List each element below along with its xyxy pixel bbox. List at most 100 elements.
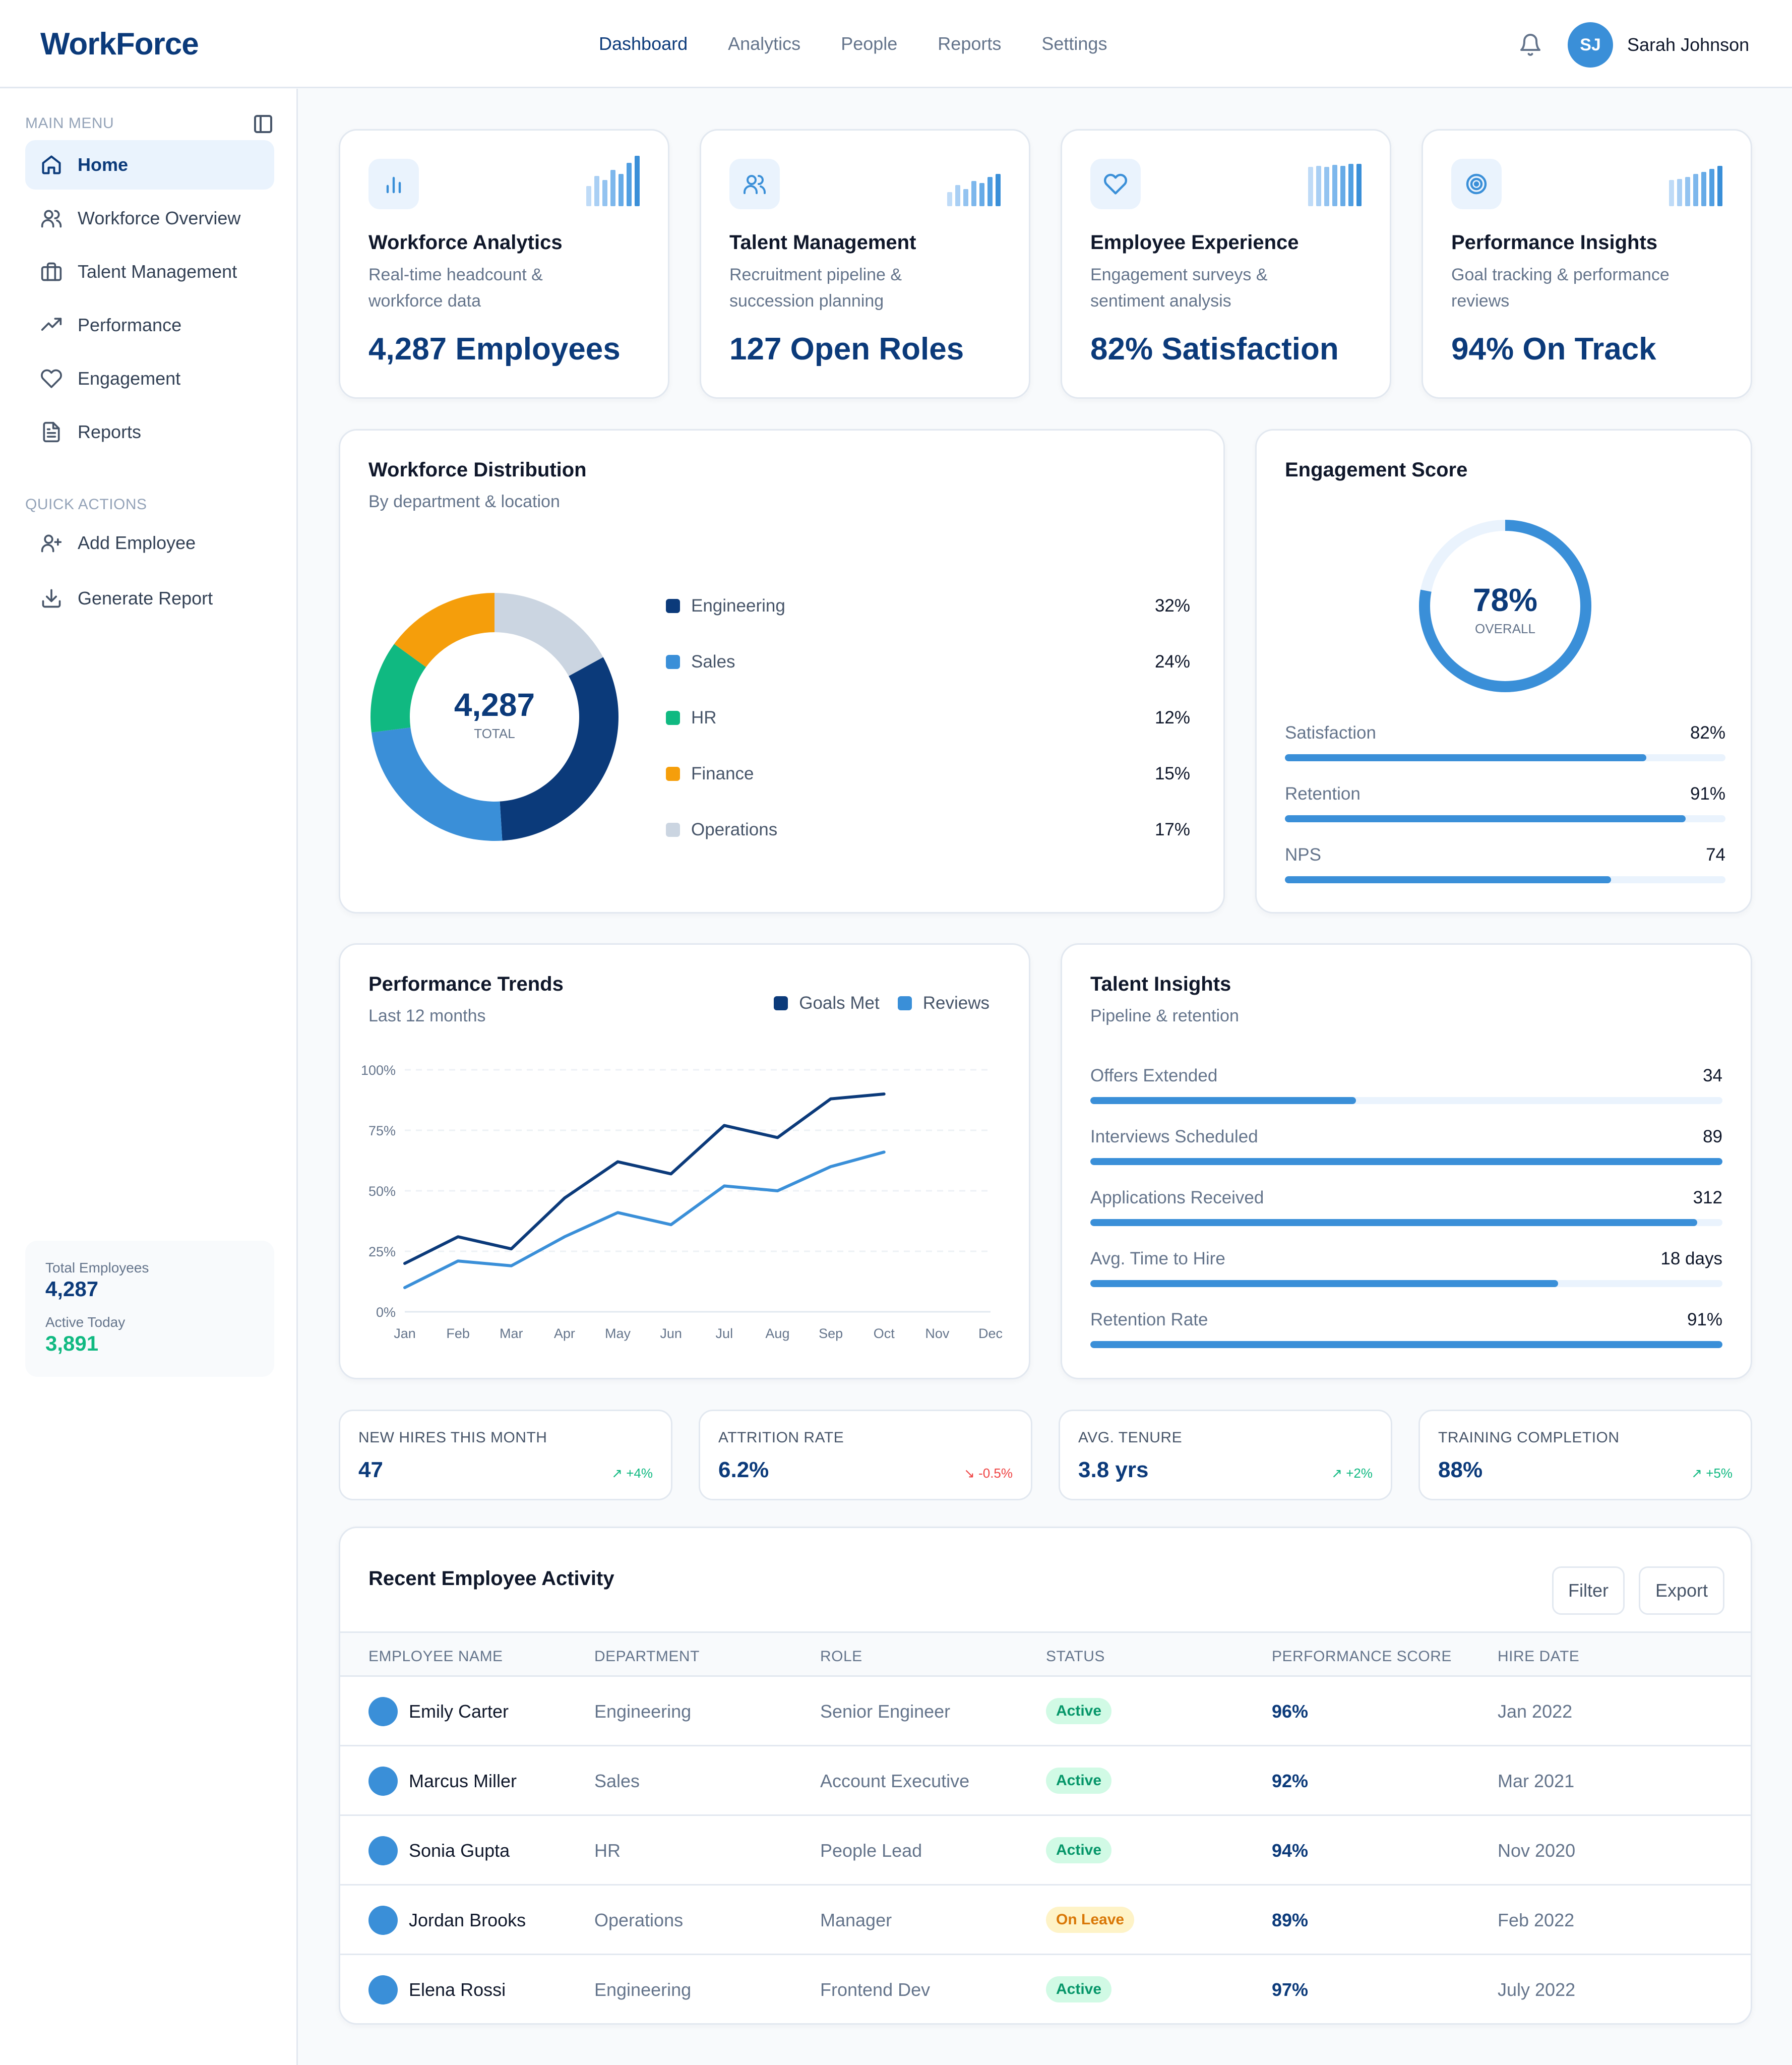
metric-value: 34 [1703, 1066, 1722, 1085]
column-header[interactable]: STATUS [1046, 1648, 1105, 1665]
progress-fill [1285, 815, 1686, 822]
nav-dashboard[interactable]: Dashboard [599, 33, 688, 54]
nav-analytics[interactable]: Analytics [728, 33, 801, 54]
x-tick-label: Jan [394, 1326, 416, 1341]
card-title: Talent Insights [1090, 973, 1231, 995]
kpi-new-hires: NEW HIRES THIS MONTH 47 ↗ +4% [339, 1410, 672, 1500]
hire-date: July 2022 [1498, 1979, 1576, 2000]
table-row[interactable]: Marcus Miller Sales Account Executive Ac… [340, 1746, 1751, 1816]
workforce-distribution-card: Workforce Distribution By department & l… [339, 429, 1225, 914]
nav-reports[interactable]: Reports [938, 33, 1002, 54]
sidebar-item-talent-management[interactable]: Talent Management [25, 247, 274, 296]
column-header[interactable]: EMPLOYEE NAME [368, 1648, 503, 1665]
hire-date: Mar 2021 [1498, 1771, 1575, 1791]
column-header[interactable]: HIRE DATE [1498, 1648, 1580, 1665]
kpi-label: TRAINING COMPLETION [1438, 1429, 1620, 1446]
engagement-metric-nps: NPS 74 [1285, 845, 1725, 883]
sidebar-item-engagement[interactable]: Engagement [25, 354, 274, 403]
donut-segment-sales[interactable] [371, 727, 503, 841]
kpi-value: 47 [358, 1457, 383, 1482]
avatar [368, 1836, 398, 1865]
progress-fill [1285, 876, 1611, 883]
sidebar-item-label: Home [78, 154, 129, 175]
legend-row-operations: Operations 17% [666, 815, 1190, 845]
sidebar-item-home[interactable]: Home [25, 140, 274, 190]
donut-center-label: TOTAL [474, 726, 515, 741]
column-header[interactable]: PERFORMANCE SCORE [1272, 1648, 1452, 1665]
hire-date: Feb 2022 [1498, 1910, 1575, 1930]
table-row[interactable]: Sonia Gupta HR People Lead Active 94% No… [340, 1816, 1751, 1886]
engagement-score-card: Engagement Score 78% OVERALL Satisfactio… [1255, 429, 1752, 914]
feature-card-employee-experience[interactable]: Employee Experience Engagement surveys &… [1061, 129, 1391, 399]
feature-card-performance-insights[interactable]: Performance Insights Goal tracking & per… [1422, 129, 1752, 399]
nav-people[interactable]: People [841, 33, 898, 54]
progress-fill [1090, 1158, 1722, 1165]
table-row[interactable]: Elena Rossi Engineering Frontend Dev Act… [340, 1955, 1751, 2023]
x-tick-label: Sep [819, 1326, 843, 1341]
talent-metric-interviews: Interviews Scheduled 89 [1090, 1127, 1722, 1165]
sidebar-item-workforce-overview[interactable]: Workforce Overview [25, 194, 274, 243]
x-tick-label: Feb [446, 1326, 470, 1341]
legend-swatch [774, 996, 788, 1010]
legend-row-hr: HR 12% [666, 703, 1190, 733]
x-tick-label: Jul [716, 1326, 733, 1341]
user-name[interactable]: Sarah Johnson [1627, 34, 1750, 55]
quick-add-employee[interactable]: Add Employee [25, 518, 274, 568]
app-logo[interactable]: WorkForce [40, 27, 199, 62]
metric-label: Interviews Scheduled [1090, 1127, 1258, 1146]
employee-department: Engineering [594, 1701, 692, 1722]
bell-icon[interactable] [1518, 31, 1542, 58]
donut-segment-finance[interactable] [394, 593, 495, 667]
employee-role: Manager [820, 1910, 892, 1930]
engagement-metric-satisfaction: Satisfaction 82% [1285, 723, 1725, 761]
talent-metric-offers: Offers Extended 34 [1090, 1066, 1722, 1104]
y-tick-label: 0% [376, 1305, 396, 1320]
sidebar-item-label: Workforce Overview [78, 208, 241, 228]
feature-metric: 82% Satisfaction [1090, 332, 1339, 367]
quick-actions-label: QUICK ACTIONS [25, 496, 147, 513]
user-avatar[interactable]: SJ [1568, 22, 1613, 68]
performance-score: 92% [1272, 1771, 1309, 1791]
employee-department: Sales [594, 1771, 640, 1791]
top-nav: Dashboard Analytics People Reports Setti… [599, 33, 1107, 54]
employee-role: Account Executive [820, 1771, 970, 1791]
table-row[interactable]: Jordan Brooks Operations Manager On Leav… [340, 1886, 1751, 1955]
trending-up-icon [40, 314, 63, 336]
quick-generate-report[interactable]: Generate Report [25, 574, 274, 623]
talent-metric-applications: Applications Received 312 [1090, 1188, 1722, 1226]
gauge-fill [1419, 520, 1591, 692]
progress-track [1285, 815, 1725, 822]
legend-name: Sales [691, 652, 735, 672]
status-badge: Active [1046, 1837, 1112, 1863]
mini-bars-icon [1308, 156, 1362, 206]
legend-swatch [666, 823, 680, 837]
legend-name: Operations [691, 820, 778, 839]
legend-swatch [666, 599, 680, 613]
donut-segment-engineering[interactable] [500, 657, 619, 841]
column-header[interactable]: ROLE [820, 1648, 862, 1665]
export-button[interactable]: Export [1639, 1566, 1724, 1615]
home-icon [40, 154, 63, 176]
series-line-goals-met[interactable] [403, 1092, 886, 1265]
donut-segment-hr[interactable] [370, 644, 426, 733]
legend-percent: 12% [1154, 708, 1190, 727]
target-icon [1451, 159, 1502, 209]
table-row[interactable]: Emily Carter Engineering Senior Engineer… [340, 1677, 1751, 1746]
sidebar-item-reports[interactable]: Reports [25, 407, 274, 457]
trends-legend: Goals Met Reviews [774, 993, 990, 1013]
series-line-reviews[interactable] [403, 1150, 886, 1289]
nav-settings[interactable]: Settings [1041, 33, 1107, 54]
sidebar-item-performance[interactable]: Performance [25, 300, 274, 350]
sidebar-item-label: Generate Report [78, 588, 213, 609]
x-tick-label: Oct [874, 1326, 895, 1341]
feature-card-workforce-analytics[interactable]: Workforce Analytics Real-time headcount … [339, 129, 669, 399]
progress-track [1090, 1097, 1722, 1104]
filter-button[interactable]: Filter [1552, 1566, 1625, 1615]
feature-card-talent-management[interactable]: Talent Management Recruitment pipeline &… [700, 129, 1030, 399]
donut-segment-operations[interactable] [495, 593, 603, 677]
sidebar-collapse-icon[interactable] [254, 115, 272, 133]
metric-label: Retention Rate [1090, 1310, 1208, 1329]
legend-swatch [897, 996, 912, 1010]
column-header[interactable]: DEPARTMENT [594, 1648, 700, 1665]
employee-department: HR [594, 1840, 621, 1861]
